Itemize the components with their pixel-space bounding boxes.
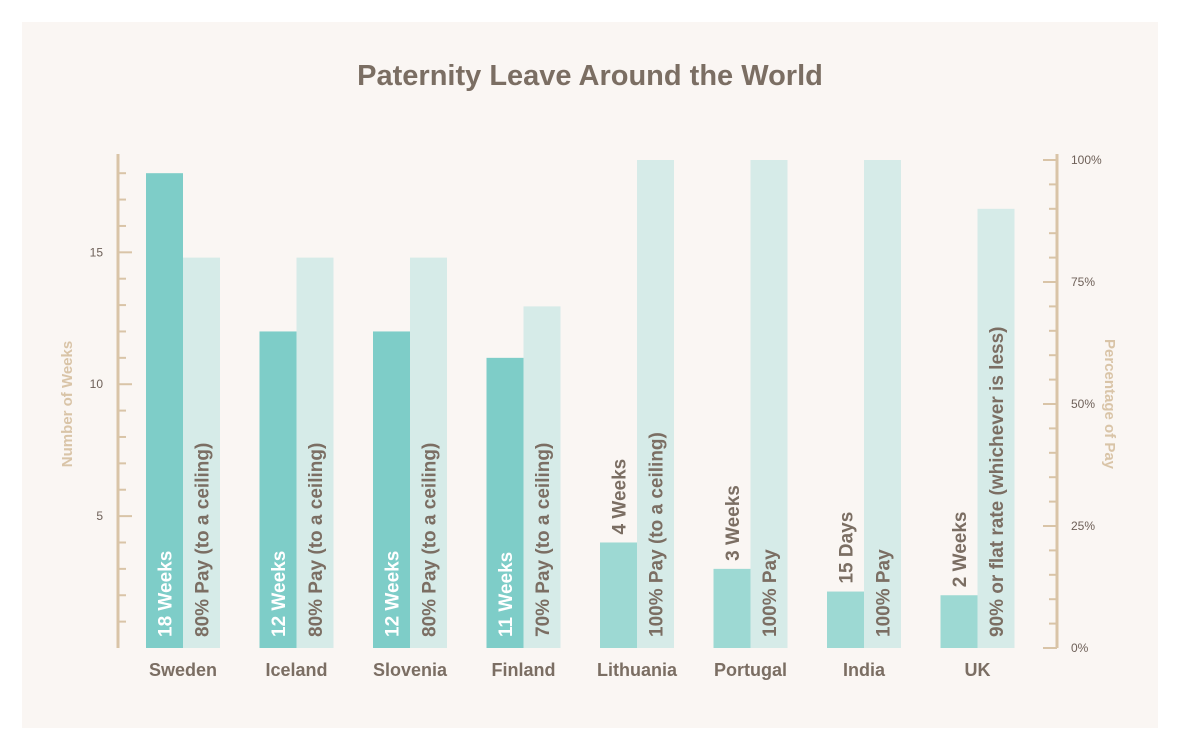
right-axis-tick-label: 50%: [1071, 397, 1095, 411]
weeks-bar-label: 12 Weeks: [269, 551, 290, 637]
category-label: Portugal: [714, 660, 787, 680]
weeks-bar: [940, 595, 978, 648]
category-label: Iceland: [265, 660, 327, 680]
category-label: India: [843, 660, 886, 680]
weeks-bar: [600, 542, 637, 648]
right-axis-title: Percentage of Pay: [1101, 339, 1118, 470]
pay-bar-label: 100% Pay: [874, 549, 895, 637]
pay-bar-label: 80% Pay (to a ceiling): [306, 443, 327, 637]
weeks-bar-label: 18 Weeks: [156, 551, 177, 637]
category-label: UK: [965, 660, 991, 680]
category-label: Lithuania: [597, 660, 678, 680]
left-axis-tick-label: 15: [90, 245, 104, 259]
chart-title: Paternity Leave Around the World: [357, 60, 823, 92]
pay-bar: [296, 257, 334, 648]
left-axis-tick-label: 5: [96, 509, 103, 523]
pay-bar-label: 80% Pay (to a ceiling): [420, 443, 441, 637]
weeks-bar: [486, 357, 524, 648]
right-axis-tick-label: 0%: [1071, 641, 1089, 655]
pay-bar: [410, 257, 447, 648]
pay-bar-label: 100% Pay: [760, 549, 781, 637]
weeks-bar: [259, 331, 297, 648]
pay-bar-label: 90% or flat rate (whichever is less): [987, 327, 1008, 637]
pay-bar: [637, 160, 674, 648]
weeks-bar-label: 11 Weeks: [496, 552, 517, 637]
left-axis-tick-label: 10: [90, 377, 104, 391]
weeks-bar-label: 15 Days: [837, 512, 858, 584]
weeks-bar-label: 3 Weeks: [723, 485, 744, 561]
pay-bar-label: 100% Pay (to a ceiling): [647, 432, 668, 637]
pay-bar: [523, 306, 561, 648]
pay-bar: [977, 208, 1015, 649]
pay-bar-label: 80% Pay (to a ceiling): [193, 443, 214, 637]
weeks-bar: [713, 568, 751, 648]
category-label: Slovenia: [373, 660, 448, 680]
pay-bar: [864, 160, 901, 648]
pay-bar-label: 70% Pay (to a ceiling): [533, 443, 554, 637]
weeks-bar: [146, 173, 183, 648]
weeks-bar-label: 2 Weeks: [950, 512, 971, 588]
left-axis-title: Number of Weeks: [59, 341, 76, 467]
weeks-bar: [373, 331, 410, 648]
weeks-bar-label: 4 Weeks: [610, 459, 631, 535]
weeks-bar-label: 12 Weeks: [383, 551, 404, 637]
right-axis-tick-label: 75%: [1071, 275, 1095, 289]
weeks-bar: [827, 591, 864, 648]
pay-bar: [183, 257, 220, 648]
category-label: Sweden: [149, 660, 217, 680]
category-label: Finland: [492, 660, 556, 680]
pay-bar: [750, 160, 788, 648]
right-axis-tick-label: 25%: [1071, 519, 1095, 533]
right-axis-tick-label: 100%: [1071, 153, 1102, 167]
